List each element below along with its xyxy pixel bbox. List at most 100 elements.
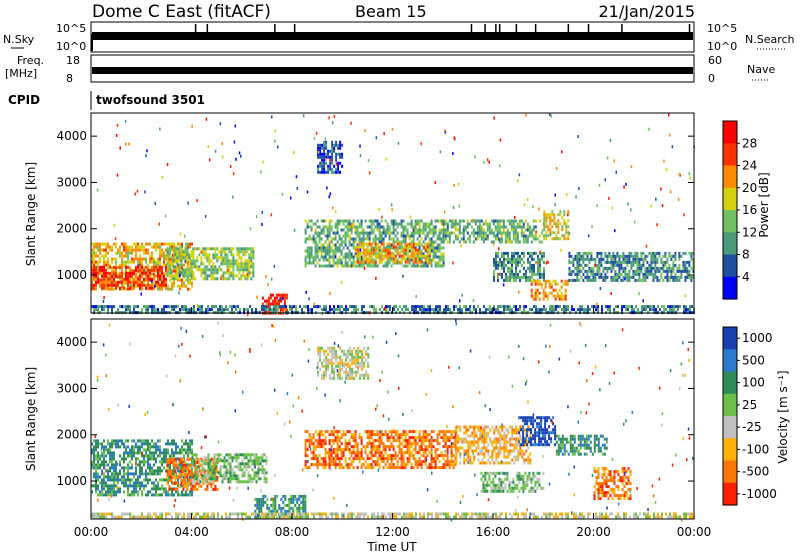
power-cell (404, 237, 407, 241)
power-speck (145, 154, 147, 158)
power-cell (238, 247, 241, 251)
power-cell (97, 242, 99, 246)
power-cell (335, 140, 338, 144)
power-cell (364, 231, 367, 235)
velocity-cell (157, 454, 159, 458)
velocity-cell (109, 478, 111, 482)
power-cell (414, 225, 417, 229)
power-cell (384, 234, 387, 238)
power-cell (187, 242, 189, 246)
power-cell (197, 305, 199, 309)
power-cell (380, 255, 383, 259)
power-cell (592, 269, 595, 273)
velocity-cell (210, 481, 213, 485)
power-cell (498, 231, 501, 235)
velocity-cell (213, 459, 216, 463)
power-cell (668, 266, 671, 270)
power-cell (438, 258, 441, 262)
power-speck (329, 292, 331, 295)
power-cell (658, 269, 661, 273)
power-cell (444, 234, 447, 238)
freq-tick-bottom: 8 (66, 72, 73, 85)
power-cell (386, 231, 389, 235)
power-cell (384, 231, 387, 235)
velocity-cell (195, 477, 198, 481)
velocity-cell (119, 439, 121, 443)
power-cell (323, 158, 326, 162)
power-cell (105, 245, 107, 249)
power-cell (188, 268, 191, 272)
power-cell (370, 251, 373, 255)
power-speck (638, 292, 640, 296)
power-cell (505, 251, 507, 255)
power-cell (424, 248, 427, 252)
power-cell (665, 308, 667, 312)
velocity-cell (225, 477, 228, 481)
power-cell (325, 140, 328, 144)
power-cell (129, 260, 131, 264)
velocity-cell (187, 478, 189, 482)
power-cell (578, 257, 581, 261)
power-cell (582, 257, 585, 261)
power-cell (686, 275, 689, 279)
power-cell (325, 161, 328, 165)
power-speck (452, 206, 455, 209)
velocity-cell (192, 484, 195, 488)
power-cell (545, 225, 548, 229)
power-cell (323, 305, 325, 309)
power-cell (444, 228, 447, 232)
power-speck (609, 139, 612, 142)
power-cell (565, 308, 567, 312)
power-cell (640, 278, 643, 282)
velocity-cell (111, 445, 113, 449)
velocity-cell (139, 445, 141, 449)
power-cell (370, 258, 373, 262)
power-cell (632, 263, 635, 267)
power-cell (408, 237, 411, 241)
power-speck (610, 292, 612, 296)
power-cell (402, 237, 405, 241)
power-cell (470, 231, 473, 235)
power-cell (137, 305, 139, 309)
power-cell (293, 305, 295, 309)
power-cell (424, 225, 427, 229)
power-cell (178, 277, 181, 281)
power-cell (328, 222, 331, 226)
power-cell (484, 231, 487, 235)
power-cell (684, 278, 687, 282)
power-cell (248, 274, 251, 278)
power-cell (176, 256, 179, 260)
power-cell (483, 305, 485, 309)
velocity-cell (227, 480, 230, 484)
power-cell (570, 269, 573, 273)
power-cell (165, 265, 167, 269)
power-cell (143, 268, 145, 272)
power-cell (616, 272, 619, 276)
power-cell (316, 234, 319, 238)
power-cell (310, 228, 313, 232)
power-cell (595, 308, 597, 312)
power-cell (640, 254, 643, 258)
velocity-cell (151, 481, 153, 485)
velocity-cell (159, 466, 161, 470)
power-cell (442, 228, 445, 232)
velocity-cell (212, 460, 215, 464)
velocity-cell (135, 487, 137, 491)
power-cell (161, 283, 163, 287)
power-cell (520, 231, 523, 235)
power-cell (666, 257, 669, 261)
power-cell (366, 231, 369, 235)
power-cell (551, 210, 554, 214)
power-cell (327, 149, 330, 153)
velocity-cell (177, 445, 179, 449)
power-cell (501, 272, 503, 276)
power-cell (601, 308, 603, 312)
power-cell (692, 257, 695, 261)
power-speck (103, 296, 105, 300)
power-cell (171, 284, 173, 288)
power-cell (325, 305, 327, 309)
power-cell (489, 308, 491, 312)
velocity-cell (171, 451, 173, 455)
power-cell (216, 253, 219, 257)
power-cell (364, 254, 367, 258)
